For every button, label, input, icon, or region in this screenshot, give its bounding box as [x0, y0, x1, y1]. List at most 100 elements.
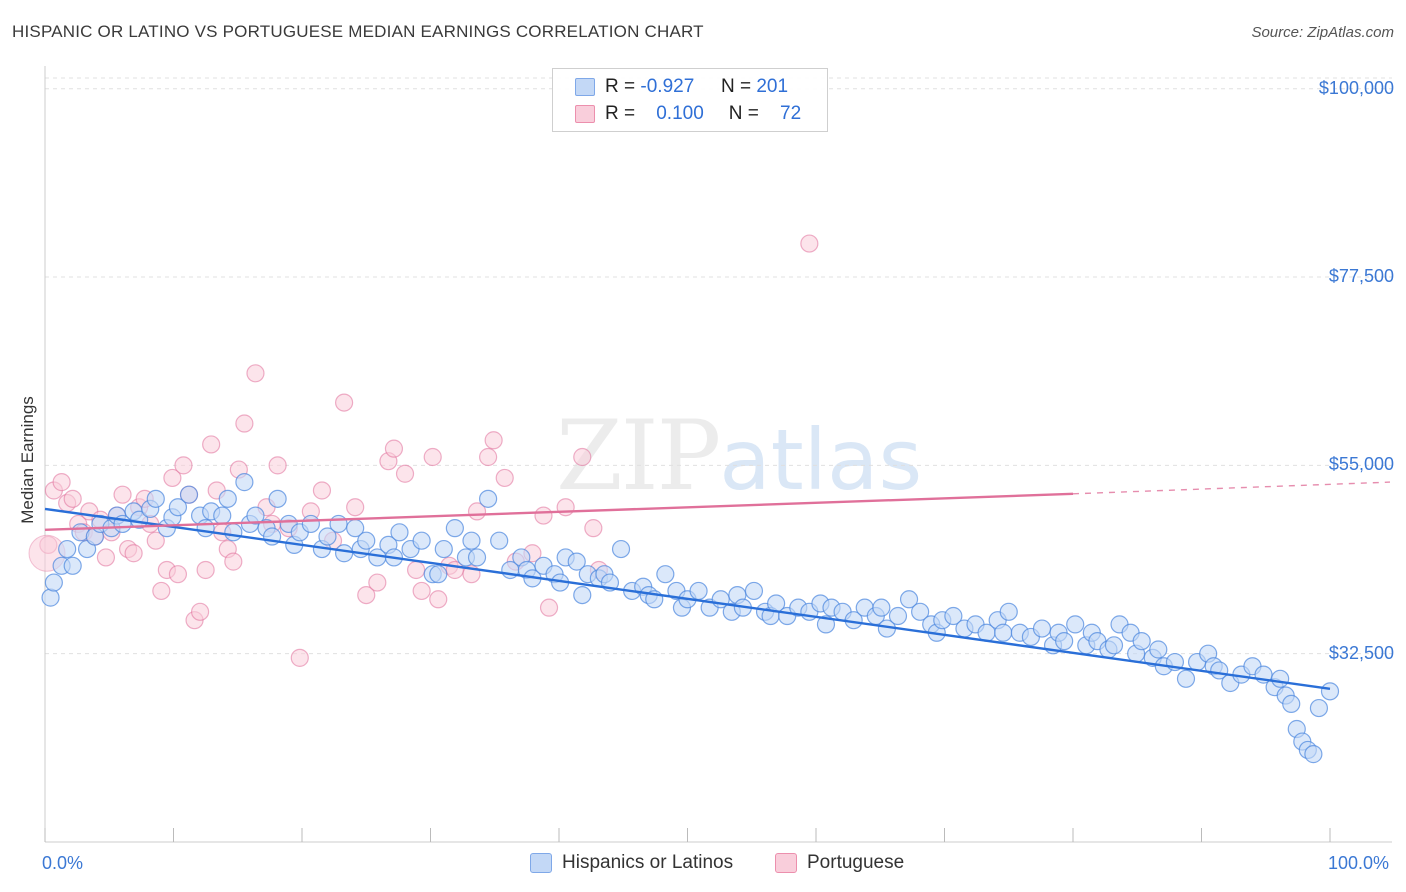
portuguese-point — [196, 560, 215, 580]
hispanic-point — [872, 598, 891, 617]
hispanic-point — [213, 506, 232, 525]
hispanic-point — [146, 489, 165, 508]
portuguese-point — [246, 364, 265, 383]
portuguese-trend-line — [44, 492, 1074, 532]
portuguese-point — [152, 581, 171, 601]
hispanic-point — [611, 539, 631, 559]
portuguese-point — [235, 414, 254, 433]
hispanic-point — [1176, 669, 1196, 688]
y-tick-label: $55,000 — [1328, 454, 1394, 475]
watermark-atlas: atlas — [719, 411, 923, 509]
legend-r-label: R = — [605, 76, 636, 97]
legend-r-value: 0.100 — [656, 103, 704, 124]
bottom-legend-swatch-hispanic — [530, 853, 552, 873]
portuguese-point — [163, 468, 182, 488]
legend-r-value: -0.927 — [640, 76, 695, 97]
portuguese-point — [174, 456, 193, 475]
hispanic-point — [462, 531, 481, 550]
legend-row-hispanic: R = -0.927 N = 201 — [575, 75, 788, 99]
portuguese-point — [52, 473, 71, 492]
x-tick-label-min: 0.0% — [42, 853, 84, 873]
hispanic-point — [573, 585, 592, 605]
hispanic-point — [224, 523, 243, 542]
hispanic-point — [911, 602, 930, 621]
hispanic-point — [490, 531, 509, 550]
portuguese-point — [406, 560, 426, 580]
hispanic-point — [246, 506, 265, 525]
hispanic-point — [434, 539, 453, 559]
hispanic-point — [318, 527, 337, 546]
portuguese-point — [584, 519, 603, 538]
hispanic-point — [1282, 694, 1301, 714]
portuguese-point — [63, 489, 82, 508]
hispanic-point — [1104, 636, 1124, 655]
x-tick-label-max: 100.0% — [1328, 853, 1390, 873]
portuguese-point — [202, 435, 221, 454]
portuguese-point — [357, 585, 376, 605]
trend-lines — [44, 481, 1391, 691]
hispanic-points — [41, 473, 1340, 764]
legend-swatch-portuguese — [575, 105, 595, 123]
portuguese-point — [479, 447, 498, 467]
hispanic-point — [467, 548, 487, 567]
hispanic-point — [1304, 745, 1323, 764]
portuguese-point — [539, 598, 559, 617]
grid-lines — [45, 77, 1392, 655]
portuguese-point — [534, 506, 553, 525]
hispanic-point — [329, 514, 348, 534]
legend-n-value: 201 — [756, 76, 789, 97]
hispanic-point — [1320, 682, 1340, 701]
hispanic-point — [944, 606, 963, 626]
portuguese-point — [800, 234, 819, 253]
bottom-legend-swatch-portuguese — [775, 853, 797, 873]
hispanic-point — [301, 514, 320, 534]
portuguese-point — [423, 447, 442, 467]
portuguese-point — [312, 481, 332, 500]
hispanic-point — [816, 615, 836, 634]
portuguese-point — [146, 531, 165, 550]
hispanic-point — [63, 556, 82, 575]
hispanic-point — [44, 573, 63, 592]
hispanic-point — [218, 489, 237, 508]
hispanic-point — [235, 473, 254, 492]
hispanic-point — [1132, 632, 1151, 651]
hispanic-point — [744, 581, 764, 601]
portuguese-point — [395, 464, 415, 483]
portuguese-point — [268, 456, 287, 475]
portuguese-point — [384, 439, 404, 458]
hispanic-point — [1066, 615, 1085, 634]
hispanic-point — [268, 489, 287, 508]
hispanic-point — [445, 519, 464, 538]
y-tick-label: $77,500 — [1328, 266, 1394, 287]
bottom-legend-hispanic[interactable]: Hispanics or Latinos — [530, 852, 733, 874]
legend-swatch-hispanic — [575, 78, 595, 96]
portuguese-point — [224, 552, 243, 571]
portuguese-point — [113, 485, 132, 504]
hispanic-point — [357, 531, 376, 550]
hispanic-point — [412, 531, 431, 550]
bottom-legend-portuguese[interactable]: Portuguese — [775, 852, 904, 874]
portuguese-point — [190, 602, 210, 621]
hispanic-point — [999, 602, 1018, 621]
portuguese-point — [168, 565, 188, 584]
portuguese-point — [556, 498, 575, 517]
legend-r-label: R = — [605, 103, 636, 124]
hispanic-point — [656, 565, 675, 584]
portuguese-point — [484, 431, 503, 450]
hispanic-point — [390, 523, 409, 542]
hispanic-point — [1055, 632, 1074, 651]
hispanic-point — [994, 623, 1013, 642]
hispanic-point — [1149, 640, 1168, 659]
portuguese-point — [495, 468, 514, 488]
portuguese-point — [290, 648, 309, 667]
hispanic-point — [1309, 698, 1329, 718]
portuguese-point — [412, 581, 431, 601]
y-tick-label: $32,500 — [1328, 642, 1394, 663]
legend-n-label: N = — [728, 103, 759, 124]
hispanic-point — [41, 588, 60, 607]
portuguese-point — [346, 498, 365, 517]
portuguese-point — [429, 590, 448, 609]
hispanic-point — [899, 590, 919, 609]
hispanic-point — [168, 498, 188, 517]
